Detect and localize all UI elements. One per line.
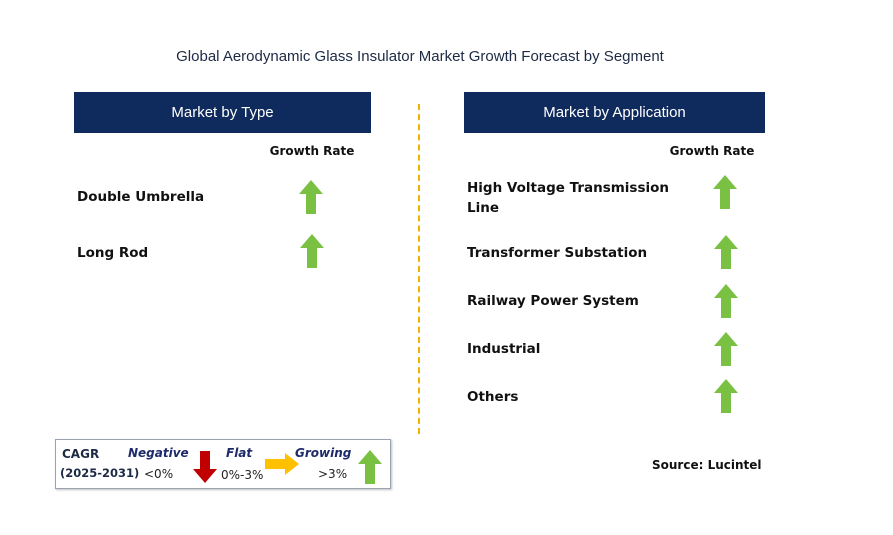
application-panel-header-label: Market by Application: [543, 104, 686, 121]
legend-flat-label: Flat: [226, 446, 253, 460]
application-item-high-voltage-line1: High Voltage Transmission: [467, 180, 670, 196]
legend-growing-range: >3%: [318, 467, 348, 481]
application-item-railway-power-system: Railway Power System: [467, 293, 639, 309]
type-item-long-rod: Long Rod: [77, 245, 149, 261]
legend-growing-label: Growing: [295, 446, 352, 460]
up-arrow-icon: [714, 379, 738, 413]
type-panel-header-label: Market by Type: [171, 104, 274, 121]
application-panel-header: Market by Application: [464, 92, 765, 133]
up-arrow-icon: [299, 180, 323, 214]
panel-divider: [418, 104, 420, 434]
up-arrow-icon: [714, 332, 738, 366]
legend-years-label: (2025-2031): [60, 466, 140, 480]
up-arrow-icon: [714, 284, 738, 318]
up-arrow-icon: [300, 234, 324, 268]
up-arrow-icon: [714, 235, 738, 269]
legend-flat-range: 0%-3%: [221, 468, 264, 482]
down-arrow-icon: [193, 451, 217, 483]
application-item-transformer-substation: Transformer Substation: [467, 245, 648, 261]
up-arrow-icon: [358, 450, 382, 484]
legend-cagr-label: CAGR: [62, 447, 100, 461]
type-panel-header: Market by Type: [74, 92, 371, 133]
application-item-industrial: Industrial: [467, 341, 541, 357]
right-arrow-icon: [265, 453, 299, 475]
legend-negative-label: Negative: [128, 446, 189, 460]
page-title: Global Aerodynamic Glass Insulator Marke…: [176, 48, 664, 65]
application-item-others: Others: [467, 389, 519, 405]
application-item-high-voltage: High Voltage Transmission Line: [467, 178, 669, 218]
application-item-high-voltage-line2: Line: [467, 200, 499, 216]
cagr-legend: CAGR (2025-2031) Negative <0% Flat 0%-3%…: [55, 439, 391, 489]
type-growth-rate-label: Growth Rate: [269, 144, 355, 158]
legend-negative-range: <0%: [144, 467, 174, 481]
up-arrow-icon: [713, 175, 737, 209]
type-item-double-umbrella: Double Umbrella: [77, 189, 205, 205]
source-label: Source: Lucintel: [652, 458, 762, 472]
application-growth-rate-label: Growth Rate: [669, 144, 755, 158]
